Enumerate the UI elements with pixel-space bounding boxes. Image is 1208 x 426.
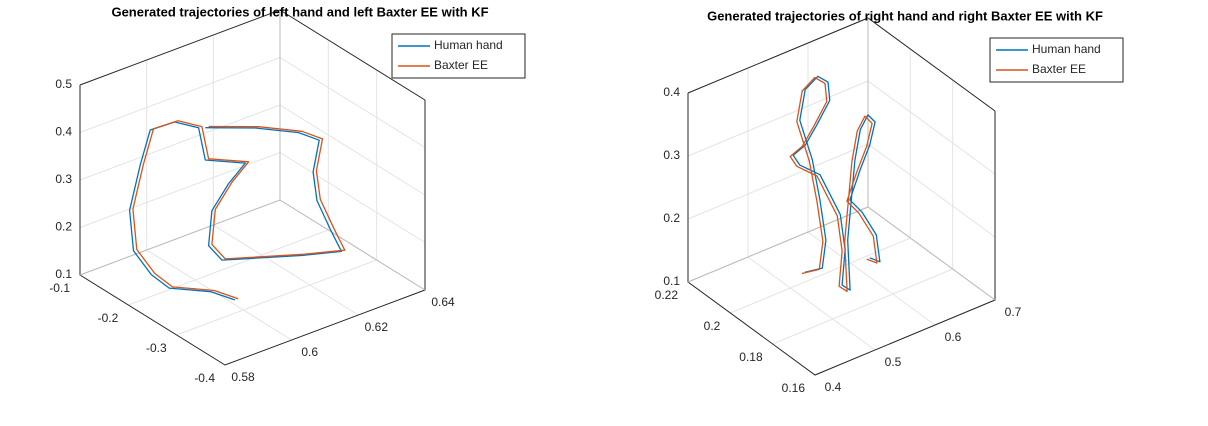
legend-label: Baxter EE: [434, 58, 488, 72]
trajectory: [128, 121, 343, 301]
grid-line: [79, 199, 426, 291]
grid-line: [814, 111, 996, 376]
trajectory: [792, 75, 881, 291]
panel: 0.4 0.5 0.6 0.7 0.16 0.18 0.2 0.220.1 0.2 0.3 0.4 G…: [655, 8, 1124, 395]
y-tick-label: 0.18: [739, 350, 763, 364]
z-tick-label: 0.3: [55, 172, 72, 186]
caption: (d) Right hand end-point trajectories of…: [612, 425, 1014, 426]
panel: 0.58 0.6 0.62 0.64 -0.4 -0.3 -0.2 -0.10.1 0.2 0.3…: [49, 4, 526, 385]
x-tick-label: 0.4: [825, 380, 842, 394]
grid-line: [730, 49, 911, 314]
axis-box: [687, 17, 996, 112]
chart-title: Generated trajectories of left hand and …: [111, 4, 488, 19]
axis-box: [79, 9, 426, 101]
legend-box: [989, 37, 1124, 83]
grid-line: [867, 18, 996, 301]
x-tick-label: 0.62: [365, 320, 389, 334]
legend-label: Human hand: [1032, 42, 1101, 56]
grid-line: [807, 43, 936, 326]
chart-title: Generated trajectories of right hand and…: [707, 8, 1103, 23]
legend-box: [391, 33, 526, 79]
trajectory: [789, 76, 878, 293]
axis-box: [687, 206, 996, 301]
z-tick-label: 0.1: [55, 267, 72, 281]
caption: (c) Left hand end-point trajectories of …: [2, 425, 394, 426]
grid-line: [79, 104, 426, 196]
trajectory: [132, 120, 346, 300]
x-tick-label: 0.64: [431, 295, 455, 309]
x-tick-label: 0.5: [885, 355, 902, 369]
x-tick-label: 0.7: [1005, 305, 1022, 319]
grid-line: [79, 56, 426, 148]
y-tick-label: 0.22: [655, 288, 679, 302]
z-tick-label: 0.4: [663, 85, 680, 99]
y-tick-label: -0.3: [146, 341, 167, 355]
z-tick-label: 0.2: [55, 220, 72, 234]
axis-box: [687, 93, 996, 376]
z-tick-label: 0.3: [663, 148, 680, 162]
legend-label: Baxter EE: [1032, 62, 1086, 76]
z-tick-label: 0.2: [663, 211, 680, 225]
y-tick-label: 0.2: [704, 319, 721, 333]
grid-line: [224, 100, 426, 366]
grid-line: [79, 9, 426, 101]
grid-line: [747, 68, 876, 351]
x-tick-label: 0.6: [945, 330, 962, 344]
x-tick-label: 0.58: [231, 370, 255, 384]
y-tick-label: -0.2: [98, 311, 119, 325]
y-tick-label: -0.4: [194, 371, 215, 385]
grid-line: [176, 70, 378, 336]
grid-line: [128, 40, 329, 306]
grid-line: [687, 17, 996, 112]
x-tick-label: 0.6: [301, 345, 318, 359]
y-tick-label: 0.16: [782, 381, 806, 395]
axis-box: [79, 85, 426, 366]
y-tick-label: -0.1: [49, 281, 70, 295]
legend-label: Human hand: [434, 38, 503, 52]
axis-box: [79, 199, 426, 291]
z-tick-label: 0.4: [55, 125, 72, 139]
grid-line: [687, 80, 996, 175]
z-tick-label: 0.5: [55, 77, 72, 91]
z-tick-label: 0.1: [663, 274, 680, 288]
